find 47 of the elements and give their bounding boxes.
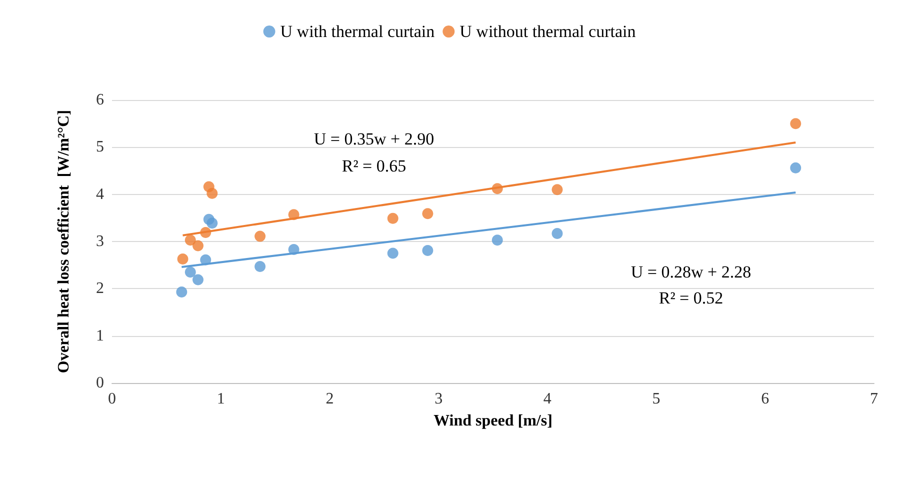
- point: [176, 286, 188, 298]
- point: [206, 188, 218, 199]
- y-tick-label: 0: [96, 374, 104, 392]
- point: [254, 261, 266, 272]
- point: [387, 212, 398, 224]
- x-tick-label: 3: [434, 390, 443, 408]
- point: [184, 234, 196, 246]
- annotation: R² = 0.52: [658, 288, 724, 308]
- point: [192, 240, 204, 252]
- point: [387, 248, 398, 259]
- point: [200, 227, 212, 238]
- x-tick-label: 5: [652, 390, 660, 408]
- x-axis-title: Wind speed [m/s]: [434, 412, 552, 430]
- y-axis-title: Overall heat loss coefficient [W/m²°C]: [56, 110, 72, 374]
- y-tick-label: 5: [96, 138, 104, 156]
- legend-label: U without thermal curtain: [460, 22, 636, 41]
- annotation: R² = 0.65: [342, 156, 406, 176]
- point: [192, 274, 204, 286]
- point: [288, 209, 300, 220]
- point: [790, 118, 802, 130]
- annotation: U = 0.28w + 2.28: [630, 262, 752, 282]
- x-tick-label: 7: [870, 390, 878, 408]
- point: [422, 208, 434, 220]
- point: [422, 244, 434, 256]
- x-tick-label: 1: [216, 390, 225, 408]
- point: [552, 184, 563, 196]
- point: [177, 253, 188, 264]
- y-tick-label: 3: [96, 233, 104, 250]
- point: [492, 234, 503, 246]
- point: [790, 162, 802, 174]
- y-tick-label: 6: [96, 92, 104, 108]
- x-tick-label: 2: [326, 390, 334, 408]
- point: [492, 183, 503, 194]
- point: [254, 230, 266, 242]
- point: [200, 254, 212, 266]
- point: [184, 266, 196, 278]
- legend-label: U with thermal curtain: [280, 22, 436, 41]
- y-tick-label: 4: [96, 186, 104, 203]
- point: [288, 244, 300, 256]
- x-tick-label: 4: [543, 390, 552, 408]
- point: [206, 218, 218, 229]
- x-tick-label: 0: [108, 390, 116, 408]
- x-tick-label: 6: [761, 390, 770, 408]
- annotation: U = 0.35w + 2.90: [314, 130, 434, 148]
- y-tick-label: 1: [96, 327, 104, 344]
- y-tick-label: 2: [96, 280, 104, 298]
- point: [552, 228, 563, 239]
